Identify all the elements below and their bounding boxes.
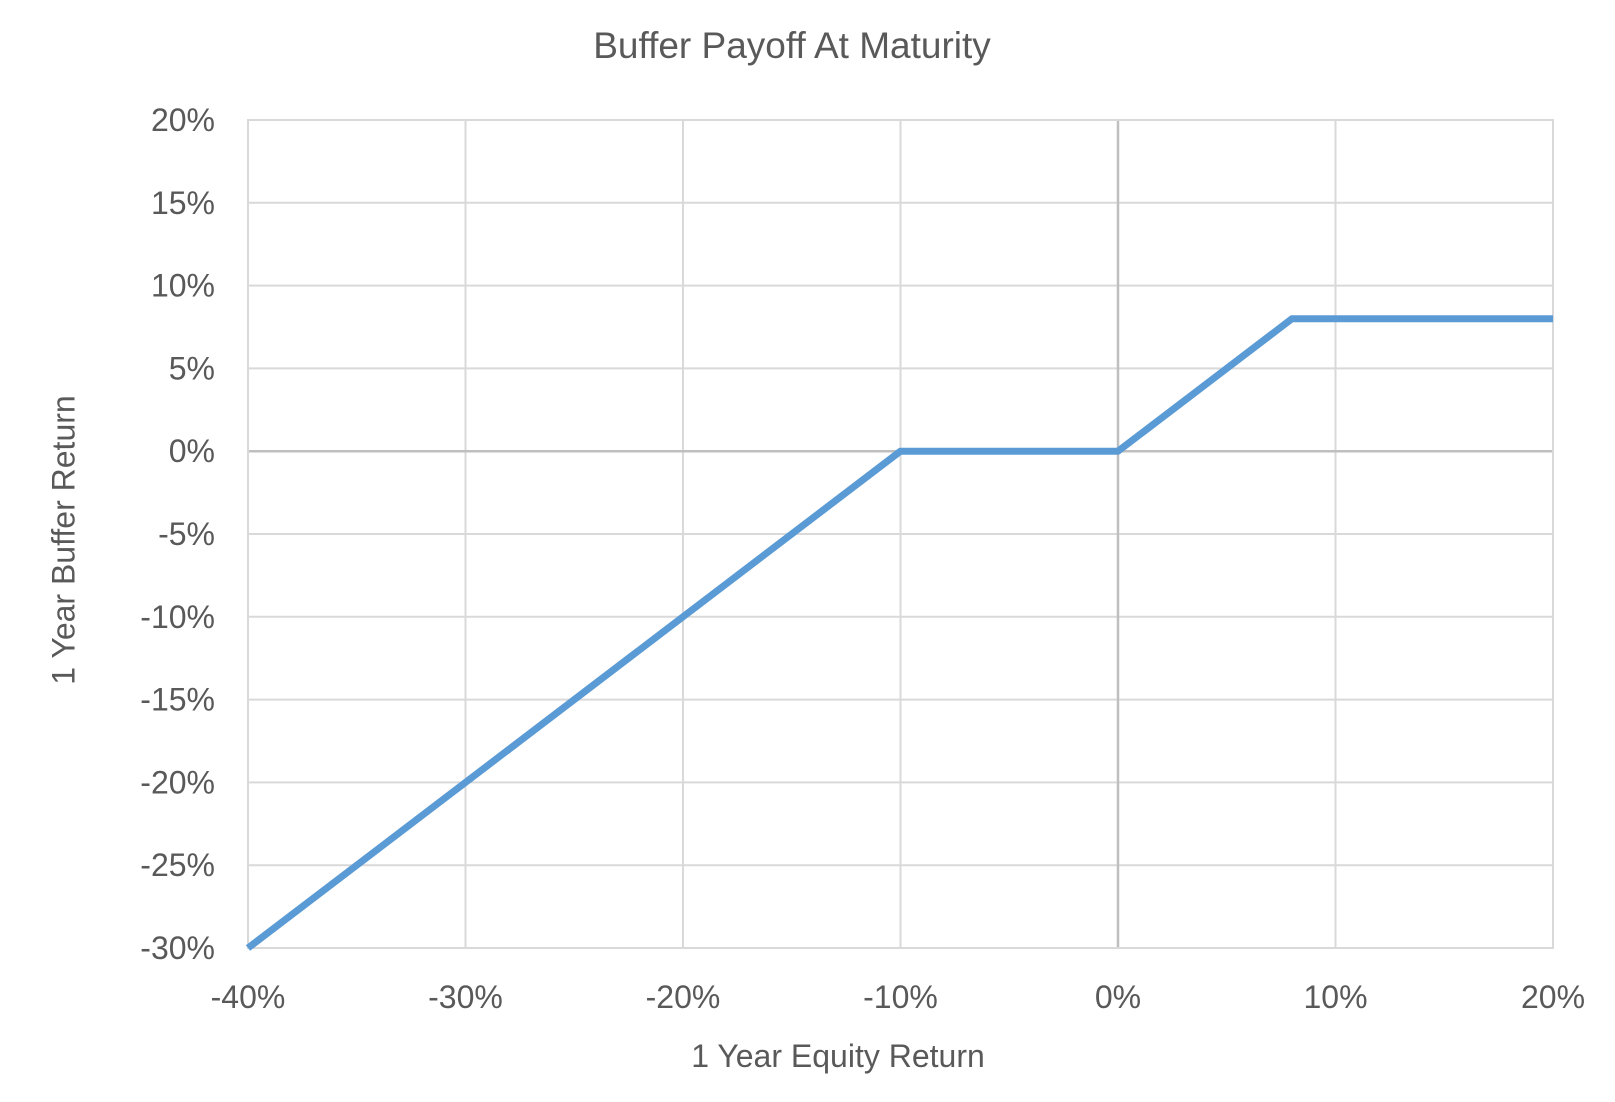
x-tick-label: -30% <box>428 979 503 1015</box>
y-tick-label: -10% <box>140 599 215 635</box>
x-tick-label: 10% <box>1303 979 1367 1015</box>
x-tick-label: 0% <box>1095 979 1141 1015</box>
y-tick-label: 10% <box>151 268 215 304</box>
x-tick-label: 20% <box>1521 979 1585 1015</box>
y-tick-label: 15% <box>151 185 215 221</box>
y-tick-label: -15% <box>140 682 215 718</box>
x-tick-label: -10% <box>863 979 938 1015</box>
x-tick-label: -20% <box>646 979 721 1015</box>
y-tick-label: -5% <box>158 516 215 552</box>
y-tick-label: 20% <box>151 102 215 138</box>
y-axis-title: 1 Year Buffer Return <box>45 395 82 685</box>
y-tick-label: 5% <box>169 350 215 386</box>
chart-title: Buffer Payoff At Maturity <box>593 25 991 66</box>
x-tick-label: -40% <box>211 979 286 1015</box>
y-tick-label: -30% <box>140 930 215 966</box>
x-axis-title: 1 Year Equity Return <box>691 1038 985 1074</box>
plot-border <box>247 119 1554 949</box>
payoff-line <box>245 315 1553 951</box>
y-tick-label: -25% <box>140 847 215 883</box>
y-tick-label: -20% <box>140 764 215 800</box>
y-tick-label: 0% <box>169 433 215 469</box>
